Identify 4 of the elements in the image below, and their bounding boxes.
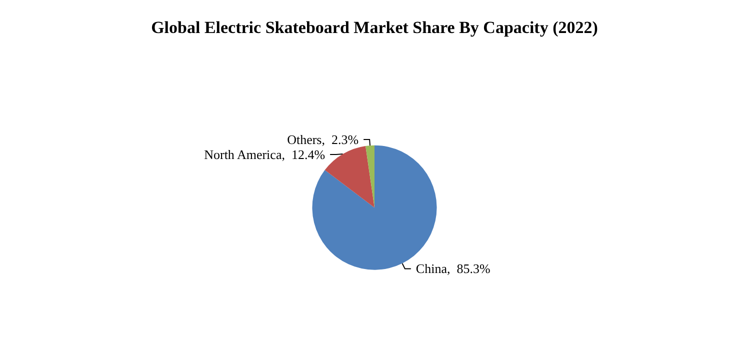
slice-label: China, 85.3% [416,261,490,276]
slice-label: Others, 2.3% [287,132,359,147]
chart-title: Global Electric Skateboard Market Share By Capacity (2022) [151,18,598,37]
slice-label: North America, 12.4% [204,147,326,162]
